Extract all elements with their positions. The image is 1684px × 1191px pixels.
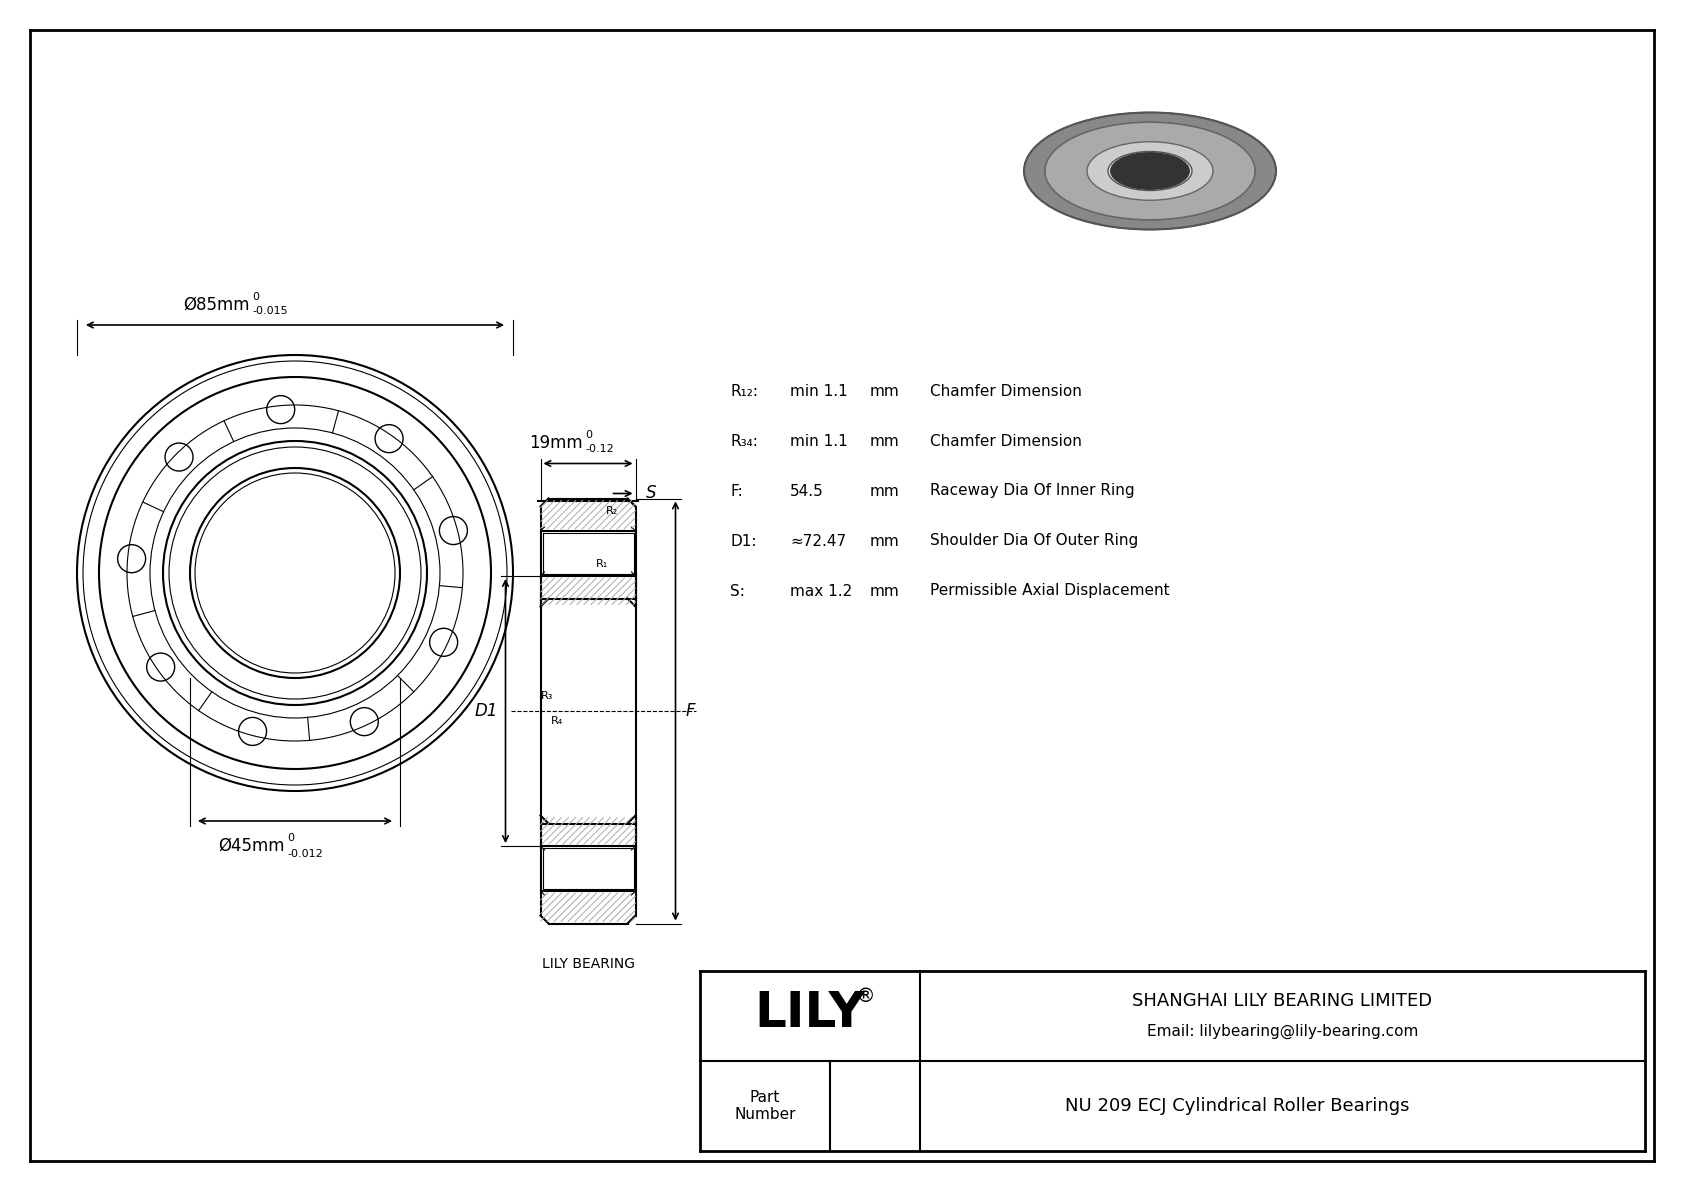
Text: S:: S:: [729, 584, 744, 599]
Bar: [541, 578, 635, 605]
Text: mm: mm: [871, 434, 899, 449]
Text: D1:: D1:: [729, 534, 756, 549]
Bar: [541, 817, 635, 844]
Text: Email: lilybearing@lily-bearing.com: Email: lilybearing@lily-bearing.com: [1147, 1023, 1418, 1039]
Text: Chamfer Dimension: Chamfer Dimension: [930, 434, 1081, 449]
Text: F: F: [685, 701, 695, 721]
Text: NU 209 ECJ Cylindrical Roller Bearings: NU 209 ECJ Cylindrical Roller Bearings: [1066, 1097, 1410, 1115]
Ellipse shape: [1108, 151, 1192, 191]
Text: Ø85mm: Ø85mm: [184, 297, 249, 314]
Text: LILY: LILY: [754, 989, 866, 1037]
Bar: [541, 893, 635, 922]
Text: mm: mm: [871, 584, 899, 599]
Text: R₁: R₁: [596, 559, 608, 569]
Text: 0: 0: [584, 430, 593, 441]
Text: -0.012: -0.012: [286, 849, 323, 859]
Text: R₃: R₃: [541, 691, 552, 701]
Text: SHANGHAI LILY BEARING LIMITED: SHANGHAI LILY BEARING LIMITED: [1132, 992, 1433, 1010]
Text: D1: D1: [475, 701, 497, 721]
Text: 19mm: 19mm: [529, 435, 583, 453]
Ellipse shape: [1046, 123, 1255, 220]
Text: ®: ®: [855, 986, 874, 1005]
Text: LILY BEARING: LILY BEARING: [542, 956, 635, 971]
Text: R₂: R₂: [606, 506, 618, 516]
Ellipse shape: [1111, 152, 1189, 189]
Ellipse shape: [1024, 112, 1276, 230]
Bar: [541, 500, 635, 529]
Text: min 1.1: min 1.1: [790, 434, 847, 449]
Text: Part
Number: Part Number: [734, 1090, 797, 1122]
Text: min 1.1: min 1.1: [790, 384, 847, 399]
Text: S: S: [645, 485, 657, 503]
Text: Shoulder Dia Of Outer Ring: Shoulder Dia Of Outer Ring: [930, 534, 1138, 549]
Text: R₁₂:: R₁₂:: [729, 384, 758, 399]
Ellipse shape: [1086, 142, 1212, 200]
Text: 54.5: 54.5: [790, 484, 823, 499]
Text: mm: mm: [871, 384, 899, 399]
Text: Raceway Dia Of Inner Ring: Raceway Dia Of Inner Ring: [930, 484, 1135, 499]
Text: Ø45mm: Ø45mm: [219, 837, 285, 855]
Text: -0.015: -0.015: [253, 306, 288, 316]
Text: Permissible Axial Displacement: Permissible Axial Displacement: [930, 584, 1170, 599]
Text: -0.12: -0.12: [584, 444, 613, 455]
Text: mm: mm: [871, 484, 899, 499]
Text: R₄: R₄: [551, 716, 562, 727]
Text: mm: mm: [871, 534, 899, 549]
Text: Chamfer Dimension: Chamfer Dimension: [930, 384, 1081, 399]
Text: max 1.2: max 1.2: [790, 584, 852, 599]
Text: R₃₄:: R₃₄:: [729, 434, 758, 449]
Text: 0: 0: [253, 292, 259, 303]
Text: F:: F:: [729, 484, 743, 499]
Text: 0: 0: [286, 833, 295, 843]
Text: ≈72.47: ≈72.47: [790, 534, 845, 549]
